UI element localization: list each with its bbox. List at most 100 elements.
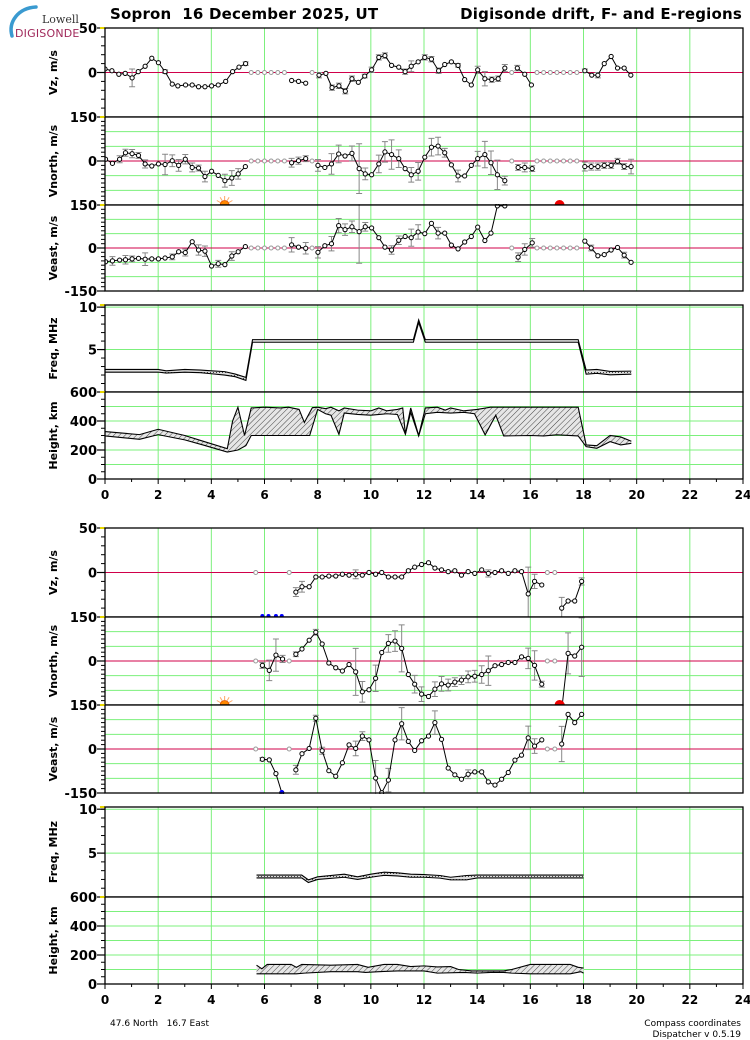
data-point (628, 163, 634, 170)
data-point (306, 637, 312, 643)
data-point (162, 69, 168, 75)
data-point (236, 64, 242, 70)
data-point (295, 158, 302, 164)
data-point (293, 767, 299, 773)
data-point (502, 178, 508, 184)
y-tick-label: -150 (64, 285, 97, 300)
x-tick-label: 8 (313, 993, 321, 1007)
data-point (135, 152, 142, 159)
no-data-marker (534, 245, 540, 251)
data-point (388, 247, 395, 253)
data-point (223, 78, 229, 85)
data-point (373, 775, 379, 781)
no-data-marker (561, 158, 567, 164)
y-tick-label: 150 (70, 611, 97, 626)
data-point (472, 570, 478, 576)
data-point (169, 81, 175, 87)
data-point (614, 244, 621, 251)
x-tick-label: 24 (735, 993, 750, 1007)
y-axis-label: Freq, MHz (47, 821, 60, 883)
data-point (494, 172, 500, 178)
data-point (518, 654, 525, 660)
data-point (342, 153, 348, 159)
data-point (445, 569, 451, 575)
data-point (412, 681, 418, 687)
data-point (601, 251, 607, 258)
no-data-marker (286, 570, 292, 575)
data-point (202, 173, 208, 180)
freq-range-band (256, 872, 584, 883)
data-point (515, 164, 521, 171)
data-point (482, 76, 488, 82)
data-point (436, 68, 442, 74)
plot-area (253, 560, 585, 618)
data-point (215, 261, 221, 267)
data-point (522, 164, 528, 171)
no-data-marker (255, 245, 261, 251)
data-point (479, 567, 485, 573)
x-tick-label: 16 (522, 993, 539, 1007)
no-data-marker (286, 746, 292, 752)
data-point (525, 591, 531, 597)
data-point (229, 175, 235, 181)
data-point (366, 687, 372, 693)
data-point (396, 237, 402, 243)
data-point (169, 158, 175, 164)
series-line (105, 152, 246, 182)
data-point (315, 162, 321, 168)
data-point (303, 80, 309, 86)
data-point (582, 163, 588, 170)
no-data-marker (268, 158, 274, 164)
data-point (313, 715, 319, 721)
data-point (402, 233, 408, 240)
data-point (572, 598, 578, 604)
data-point (129, 256, 135, 262)
x-tick-label: 12 (416, 488, 433, 502)
panel-veast-1: 150 0 -150 Veast, m/s (47, 199, 744, 300)
data-point (442, 61, 448, 68)
series-line (262, 654, 283, 672)
data-point (202, 84, 208, 90)
data-point (273, 771, 279, 777)
data-point (326, 768, 332, 774)
data-point (428, 144, 435, 150)
panel-border (104, 204, 744, 292)
no-data-marker (268, 70, 274, 75)
data-point (399, 645, 405, 651)
data-point (336, 151, 342, 157)
data-point (425, 733, 432, 739)
no-data-marker (509, 245, 515, 251)
data-point (376, 161, 382, 167)
data-point (462, 173, 468, 179)
data-point (116, 71, 122, 77)
data-point (279, 656, 286, 662)
data-point (529, 166, 535, 172)
data-point (396, 64, 402, 70)
data-point (588, 245, 594, 251)
x-tick-label: 0 (101, 993, 109, 1007)
no-data-marker (547, 245, 553, 251)
no-data-marker (541, 158, 547, 164)
data-point (135, 69, 141, 75)
data-point (333, 773, 339, 779)
freq-upper-line (256, 871, 584, 881)
no-data-marker (281, 158, 287, 164)
station-date-title: Sopron 16 December 2025, UT (110, 5, 379, 23)
data-point (489, 77, 495, 83)
data-point (376, 235, 382, 241)
data-point (336, 83, 342, 89)
data-point (472, 673, 478, 679)
y-tick-label: 10 (79, 803, 97, 818)
data-point (529, 240, 535, 246)
data-point (505, 570, 511, 576)
data-point (222, 262, 228, 268)
panel-veast-2: 150 0 -150 Veast, m/s (47, 699, 744, 802)
data-point (412, 747, 418, 754)
y-axis-label: Veast, m/s (47, 215, 60, 280)
data-point (621, 163, 627, 170)
no-data-marker (281, 245, 287, 251)
data-point (326, 573, 332, 579)
data-point (492, 663, 498, 669)
data-point (479, 671, 485, 678)
data-point (319, 641, 325, 647)
